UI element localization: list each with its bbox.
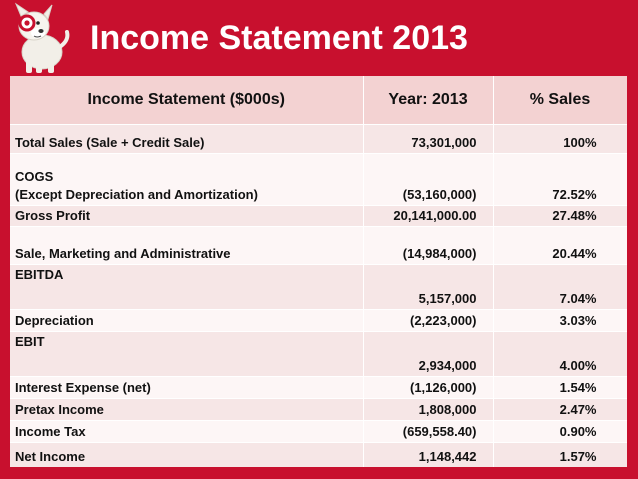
income-statement-table: Income Statement ($000s) Year: 2013 % Sa… [10, 76, 627, 467]
table-row-interest-expense: Interest Expense (net) (1,126,000) 1.54% [10, 376, 627, 399]
row-year-value: 20,141,000.00 [363, 205, 494, 227]
row-year-value: 1,148,442 [363, 442, 494, 467]
bullseye-dog-mascot-icon [14, 2, 70, 73]
row-year-value: (659,558.40) [363, 420, 494, 443]
row-label-line: EBIT [15, 334, 45, 349]
row-label: Sale, Marketing and Administrative [10, 226, 364, 265]
table-row-gross-profit: Gross Profit 20,141,000.00 27.48% [10, 205, 627, 227]
row-percent-sales: 72.52% [493, 153, 627, 206]
row-label: Gross Profit [10, 205, 364, 227]
table-row-depreciation: Depreciation (2,223,000) 3.03% [10, 309, 627, 332]
row-year-value: 2,934,000 [363, 331, 494, 377]
row-label: EBITDA [10, 264, 364, 310]
row-label: Pretax Income [10, 398, 364, 421]
row-percent-sales: 4.00% [493, 331, 627, 377]
row-label: COGS (Except Depreciation and Amortizati… [10, 153, 364, 206]
row-label-line: (Except Depreciation and Amortization) [15, 187, 258, 202]
row-label: Interest Expense (net) [10, 376, 364, 399]
column-header-statement: Income Statement ($000s) [10, 76, 364, 125]
slide-header: Income Statement 2013 [0, 0, 638, 74]
column-header-year: Year: 2013 [363, 76, 494, 125]
row-percent-sales: 3.03% [493, 309, 627, 332]
row-percent-sales: 1.54% [493, 376, 627, 399]
row-percent-sales: 2.47% [493, 398, 627, 421]
table-row-total-sales: Total Sales (Sale + Credit Sale) 73,301,… [10, 124, 627, 154]
row-label: Income Tax [10, 420, 364, 443]
slide-footer-strip [0, 467, 638, 479]
table-row-ebit: EBIT 2,934,000 4.00% [10, 331, 627, 377]
row-label: Net Income [10, 442, 364, 467]
row-year-value: (1,126,000) [363, 376, 494, 399]
table-row-sales-marketing-admin: Sale, Marketing and Administrative (14,9… [10, 226, 627, 265]
row-percent-sales: 0.90% [493, 420, 627, 443]
table-row-cogs: COGS (Except Depreciation and Amortizati… [10, 153, 627, 206]
row-label-line: EBITDA [15, 267, 64, 282]
table-body: Total Sales (Sale + Credit Sale) 73,301,… [10, 124, 627, 467]
row-year-value: 1,808,000 [363, 398, 494, 421]
row-label: Total Sales (Sale + Credit Sale) [10, 124, 364, 154]
table-row-net-income: Net Income 1,148,442 1.57% [10, 442, 627, 467]
table-row-pretax-income: Pretax Income 1,808,000 2.47% [10, 398, 627, 421]
row-percent-sales: 20.44% [493, 226, 627, 265]
income-statement-table-container: Income Statement ($000s) Year: 2013 % Sa… [10, 76, 627, 467]
table-header: Income Statement ($000s) Year: 2013 % Sa… [10, 76, 627, 125]
table-row-income-tax: Income Tax (659,558.40) 0.90% [10, 420, 627, 443]
row-year-value: 5,157,000 [363, 264, 494, 310]
row-year-value: (2,223,000) [363, 309, 494, 332]
row-percent-sales: 100% [493, 124, 627, 154]
row-percent-sales: 7.04% [493, 264, 627, 310]
row-label: EBIT [10, 331, 364, 377]
column-header-percent-sales: % Sales [493, 76, 627, 125]
row-percent-sales: 27.48% [493, 205, 627, 227]
row-label: Depreciation [10, 309, 364, 332]
row-year-value: 73,301,000 [363, 124, 494, 154]
row-year-value: (53,160,000) [363, 153, 494, 206]
row-label-line: COGS [15, 169, 54, 184]
slide-title: Income Statement 2013 [90, 19, 468, 57]
table-row-ebitda: EBITDA 5,157,000 7.04% [10, 264, 627, 310]
row-percent-sales: 1.57% [493, 442, 627, 467]
row-year-value: (14,984,000) [363, 226, 494, 265]
